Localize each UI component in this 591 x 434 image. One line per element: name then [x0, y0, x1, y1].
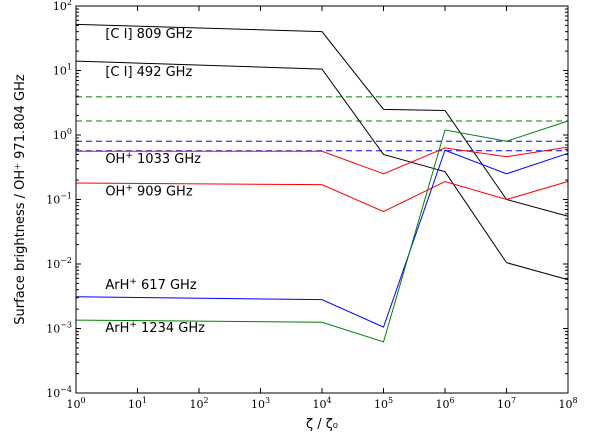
series-layer: [75, 23, 569, 343]
annotation-layer: [C I] 809 GHz [C I] 492 GHz OH+ 1033 GHz OH…: [105, 27, 205, 336]
x-axis-label: ζ / ζ₀: [306, 417, 338, 432]
y-tick-label: 10−1: [46, 192, 72, 207]
y-tick-label: 10−2: [46, 256, 72, 271]
x-tick-label: 105: [374, 396, 393, 411]
y-tick-label: 101: [53, 63, 72, 78]
y-axis-label: Surface brightness / OH⁺ 971.804 GHz: [13, 74, 28, 325]
x-tick-label: 103: [251, 396, 270, 411]
series-line-1: [75, 23, 569, 217]
series-line-5: [75, 149, 569, 328]
y-tick-label: 102: [53, 0, 72, 13]
series-line-3: [76, 146, 569, 175]
series-line-6: [75, 120, 569, 343]
x-tick-label: 108: [558, 396, 577, 411]
series-line-2: [75, 60, 569, 281]
x-tick-label: 102: [189, 396, 208, 411]
y-tick-label: 10−4: [46, 385, 72, 400]
tick-layer: 100 101 102 103 104 105 106 107 108 10−4 10−3 10−2 1…: [46, 0, 577, 411]
x-tick-label: 101: [128, 396, 147, 411]
series-annotation: ArH+ 1234 GHz: [105, 320, 205, 336]
x-tick-label: 100: [66, 396, 85, 411]
x-tick-label: 106: [435, 396, 454, 411]
series-annotation: ArH+ 617 GHz: [105, 277, 196, 293]
series-annotation: [C I] 492 GHz: [105, 65, 192, 80]
y-tick-label: 10−3: [46, 321, 72, 336]
x-tick-label: 104: [312, 396, 331, 411]
y-tick-label: 100: [53, 127, 72, 142]
x-tick-label: 107: [497, 396, 516, 411]
series-line-4: [75, 180, 569, 213]
series-annotation: [C I] 809 GHz: [105, 27, 192, 42]
series-annotation: OH+ 909 GHz: [105, 184, 192, 200]
series-annotation: OH+ 1033 GHz: [105, 151, 201, 167]
